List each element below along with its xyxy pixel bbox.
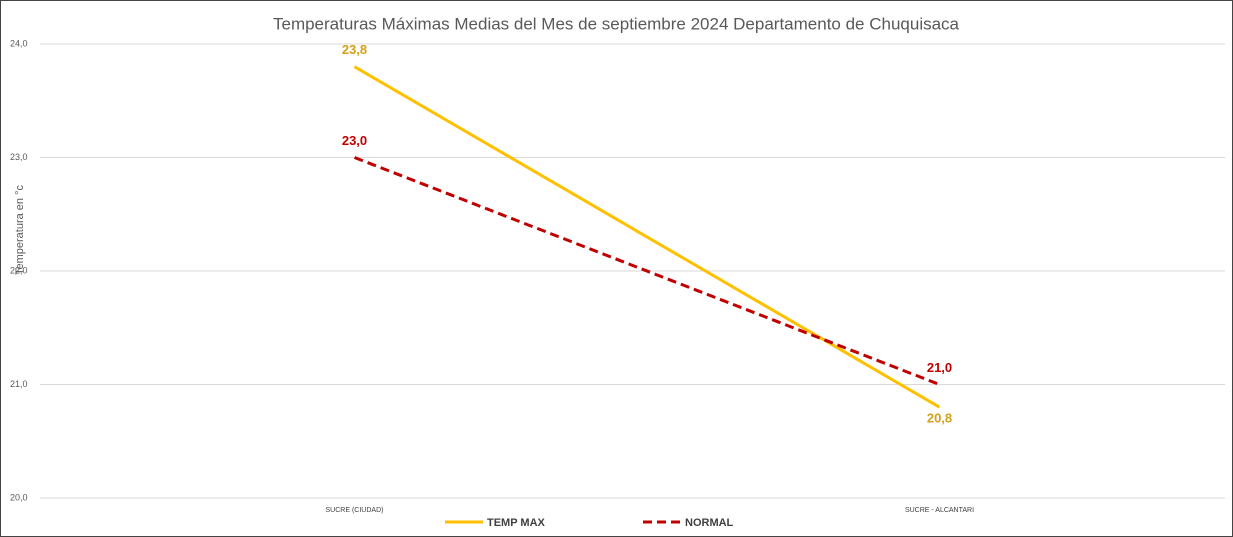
data-label: 23,0 [342, 133, 367, 148]
line-series [353, 65, 941, 409]
x-tick-label: SUCRE (CIUDAD) [326, 507, 384, 514]
data-label: 21,0 [927, 360, 952, 375]
data-label: 20,8 [927, 411, 952, 426]
data-label: 23,8 [342, 42, 367, 57]
chart-title: Temperaturas Máximas Medias del Mes de s… [273, 14, 960, 33]
y-axis-label: Temperatura en °c [14, 185, 26, 275]
legend-label: TEMP MAX [487, 517, 546, 529]
y-tick-label: 22,0 [10, 265, 28, 275]
y-tick-label: 24,0 [10, 38, 28, 48]
line-series [353, 156, 941, 386]
legend-label: NORMAL [685, 517, 734, 529]
y-tick-label: 20,0 [10, 492, 28, 502]
y-tick-label: 21,0 [10, 379, 28, 389]
y-tick-label: 23,0 [10, 152, 28, 162]
x-tick-label: SUCRE - ALCANTARI [905, 507, 974, 514]
